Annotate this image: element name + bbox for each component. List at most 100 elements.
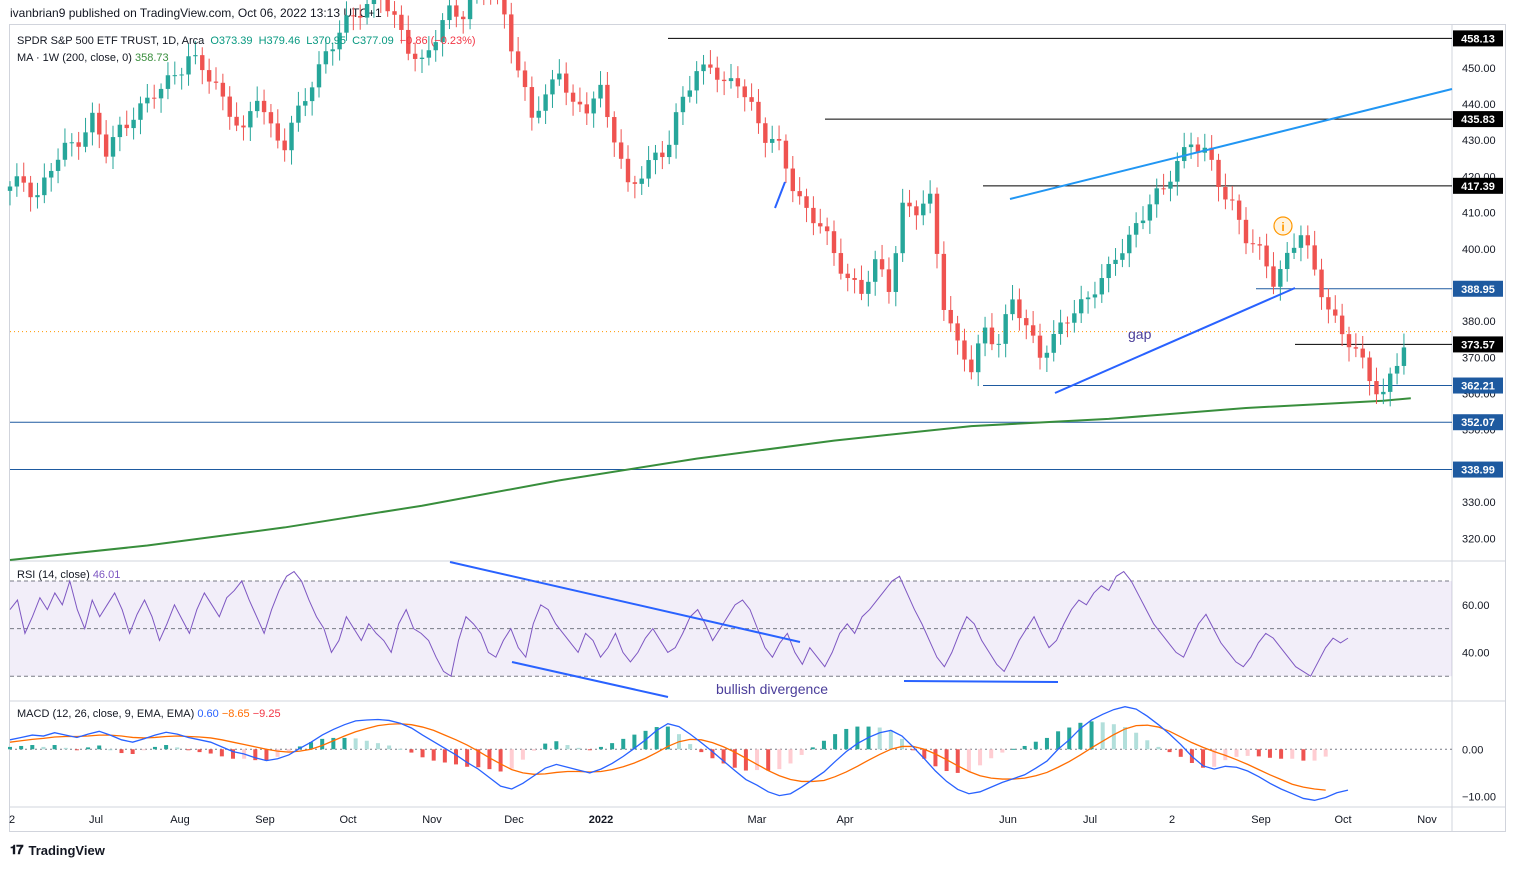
candle	[124, 124, 129, 129]
price-level-tag	[1453, 414, 1503, 431]
candle	[907, 202, 912, 207]
candle	[158, 88, 164, 99]
candle	[35, 195, 40, 198]
macd-histogram-bar	[353, 738, 358, 750]
macd-histogram-bar	[1123, 727, 1127, 750]
candle	[419, 57, 425, 59]
candle	[1024, 318, 1029, 326]
candle	[358, 16, 363, 18]
candle	[255, 100, 260, 112]
rsi-flat-trendline	[903, 680, 1059, 683]
candle	[83, 132, 88, 147]
candle	[261, 100, 267, 113]
candle	[1065, 322, 1070, 324]
macd-histogram-bar	[743, 749, 748, 771]
macd-histogram-bar	[989, 749, 994, 759]
macd-histogram-bar	[1111, 724, 1116, 750]
macd-histogram-bar	[1000, 749, 1005, 753]
macd-histogram-bar	[409, 749, 414, 753]
candle	[831, 231, 837, 254]
macd-histogram-bar	[587, 749, 592, 751]
candle	[186, 56, 191, 75]
candle	[557, 73, 562, 80]
candle	[1133, 223, 1139, 235]
macd-histogram-bar	[1212, 749, 1217, 767]
candle	[1333, 309, 1338, 316]
ma-label: MA · 1W (200, close, 0)	[17, 52, 132, 64]
rsi-label: RSI (14, close)	[17, 569, 90, 581]
candle	[1257, 244, 1262, 246]
macd-label: MACD (12, 26, close, 9, EMA, EMA)	[17, 708, 195, 720]
candle	[756, 101, 761, 124]
macd-histogram-bar	[1134, 732, 1139, 750]
candle	[1147, 204, 1153, 221]
candle	[818, 223, 823, 227]
candle	[1030, 325, 1036, 336]
macd-histogram-bar	[1301, 749, 1306, 761]
candle	[385, 0, 390, 12]
macd-histogram-bar	[1078, 722, 1083, 750]
macd-histogram-bar	[1312, 749, 1317, 761]
candle	[412, 53, 418, 59]
candle	[694, 71, 699, 91]
macd-histogram-bar	[955, 749, 960, 773]
candle	[21, 176, 26, 183]
macd-histogram-bar	[799, 749, 804, 755]
macd-histogram-bar	[231, 749, 235, 759]
candle	[426, 50, 432, 58]
candle	[1250, 243, 1256, 245]
candle	[564, 73, 569, 93]
event-marker-label: i	[1281, 220, 1284, 234]
macd-histogram-bar	[1033, 741, 1038, 750]
time-tick-label: Nov	[422, 814, 442, 826]
candle	[797, 191, 802, 197]
macd-histogram-bar	[8, 746, 12, 750]
candle	[433, 42, 438, 51]
candle	[639, 178, 644, 184]
candle	[193, 55, 198, 57]
rsi-line	[9, 570, 1349, 678]
macd-histogram-bar	[442, 749, 447, 763]
macd-histogram-bar	[1256, 749, 1261, 757]
macd-histogram-bar	[1145, 740, 1150, 750]
candle	[1236, 200, 1242, 220]
macd-histogram-bar	[74, 749, 79, 751]
candle	[770, 138, 775, 143]
candle	[529, 87, 535, 118]
macd-histogram-bar	[509, 749, 514, 769]
candle	[1353, 347, 1359, 349]
macd-histogram-bar	[264, 749, 269, 761]
candle	[515, 51, 521, 71]
candle	[364, 4, 370, 18]
macd-histogram-bar	[978, 749, 983, 766]
candle	[550, 79, 555, 95]
macd-histogram-bar	[1290, 749, 1295, 759]
macd-histogram-bar	[141, 749, 146, 751]
macd-histogram-bar	[164, 745, 169, 750]
legend-close: C377.09	[352, 35, 394, 47]
candle	[62, 142, 68, 160]
candle	[1120, 253, 1125, 260]
rsi-tick-label: 60.00	[1462, 600, 1490, 612]
macd-tick-label: 0.00	[1462, 744, 1483, 756]
candle	[1374, 381, 1379, 395]
candle	[275, 123, 280, 141]
candle	[1278, 269, 1283, 287]
candle	[289, 122, 294, 151]
time-tick-label: 2022	[589, 814, 613, 826]
time-tick-label: Apr	[836, 814, 853, 826]
candle	[392, 11, 397, 15]
macd-histogram-bar	[621, 738, 626, 750]
footer-brand[interactable]: 𝟏𝟕 TradingView	[10, 842, 105, 858]
candle	[783, 140, 789, 169]
candle	[763, 123, 768, 143]
candle	[399, 14, 404, 30]
macd-histogram-bar	[119, 749, 124, 754]
candle	[1037, 335, 1043, 358]
price-level-label: 458.13	[1461, 33, 1495, 45]
candle	[1099, 278, 1104, 295]
candle	[1106, 264, 1111, 279]
rsi-legend: RSI (14, close) 46.01	[17, 569, 120, 581]
candle	[241, 125, 246, 128]
